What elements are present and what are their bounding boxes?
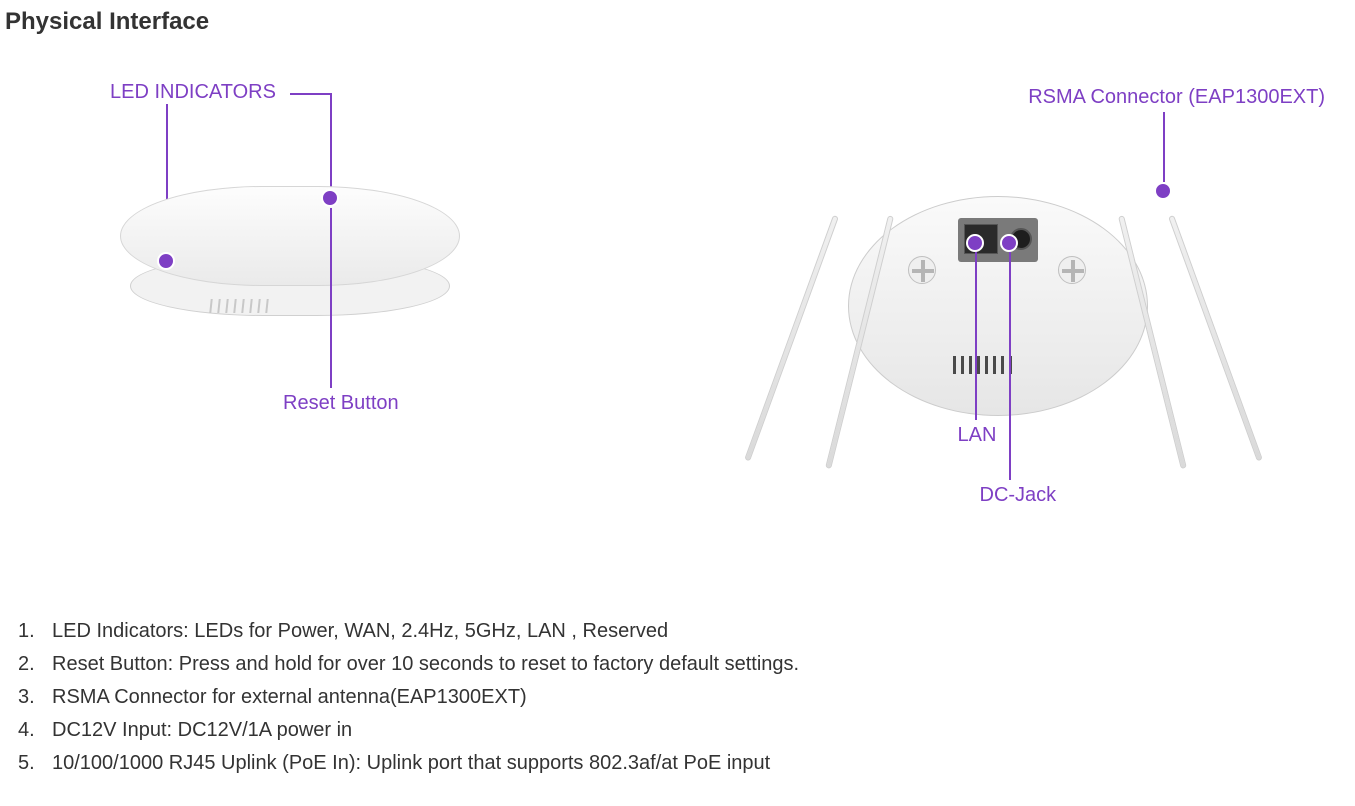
marker-dot bbox=[1000, 234, 1018, 252]
page-title: Physical Interface bbox=[0, 0, 1355, 36]
list-item: 5. 10/100/1000 RJ45 Uplink (PoE In): Upl… bbox=[18, 747, 799, 780]
device-back-view bbox=[828, 156, 1188, 516]
list-number: 2. bbox=[18, 648, 52, 681]
diagram-left: LED INDICATORS Reset Button bbox=[0, 36, 678, 576]
leader-line bbox=[975, 252, 977, 420]
diagram-right: RSMA Connector (EAP1300EXT) bbox=[678, 36, 1355, 576]
leader-line bbox=[330, 208, 332, 388]
antenna bbox=[1168, 215, 1263, 461]
list-text: 10/100/1000 RJ45 Uplink (PoE In): Uplink… bbox=[52, 747, 770, 780]
list-text: DC12V Input: DC12V/1A power in bbox=[52, 714, 352, 747]
device-dome-top bbox=[120, 186, 460, 286]
list-number: 5. bbox=[18, 747, 52, 780]
leader-line bbox=[1009, 252, 1011, 480]
device-vents bbox=[210, 299, 268, 313]
list-number: 1. bbox=[18, 615, 52, 648]
list-item: 4. DC12V Input: DC12V/1A power in bbox=[18, 714, 799, 747]
antenna bbox=[744, 215, 839, 461]
callout-lan: LAN bbox=[958, 424, 997, 447]
callout-led-indicators: LED INDICATORS bbox=[110, 81, 276, 104]
marker-dot bbox=[966, 234, 984, 252]
callout-reset-button: Reset Button bbox=[283, 392, 399, 415]
list-text: RSMA Connector for external antenna(EAP1… bbox=[52, 681, 527, 714]
marker-dot bbox=[321, 189, 339, 207]
interface-list: 1. LED Indicators: LEDs for Power, WAN, … bbox=[18, 615, 799, 780]
diagram-row: LED INDICATORS Reset Button RSMA Connect… bbox=[0, 36, 1355, 576]
list-text: Reset Button: Press and hold for over 10… bbox=[52, 648, 799, 681]
screw-icon bbox=[1058, 256, 1086, 284]
marker-dot bbox=[157, 252, 175, 270]
leader-line bbox=[290, 93, 330, 95]
device-vents bbox=[953, 356, 1012, 374]
leader-line bbox=[330, 93, 332, 193]
callout-rsma: RSMA Connector (EAP1300EXT) bbox=[1028, 86, 1325, 109]
list-item: 3. RSMA Connector for external antenna(E… bbox=[18, 681, 799, 714]
list-number: 4. bbox=[18, 714, 52, 747]
screw-icon bbox=[908, 256, 936, 284]
list-item: 1. LED Indicators: LEDs for Power, WAN, … bbox=[18, 615, 799, 648]
marker-dot bbox=[1154, 182, 1172, 200]
list-item: 2. Reset Button: Press and hold for over… bbox=[18, 648, 799, 681]
list-text: LED Indicators: LEDs for Power, WAN, 2.4… bbox=[52, 615, 668, 648]
list-number: 3. bbox=[18, 681, 52, 714]
callout-dc-jack: DC-Jack bbox=[980, 484, 1057, 507]
